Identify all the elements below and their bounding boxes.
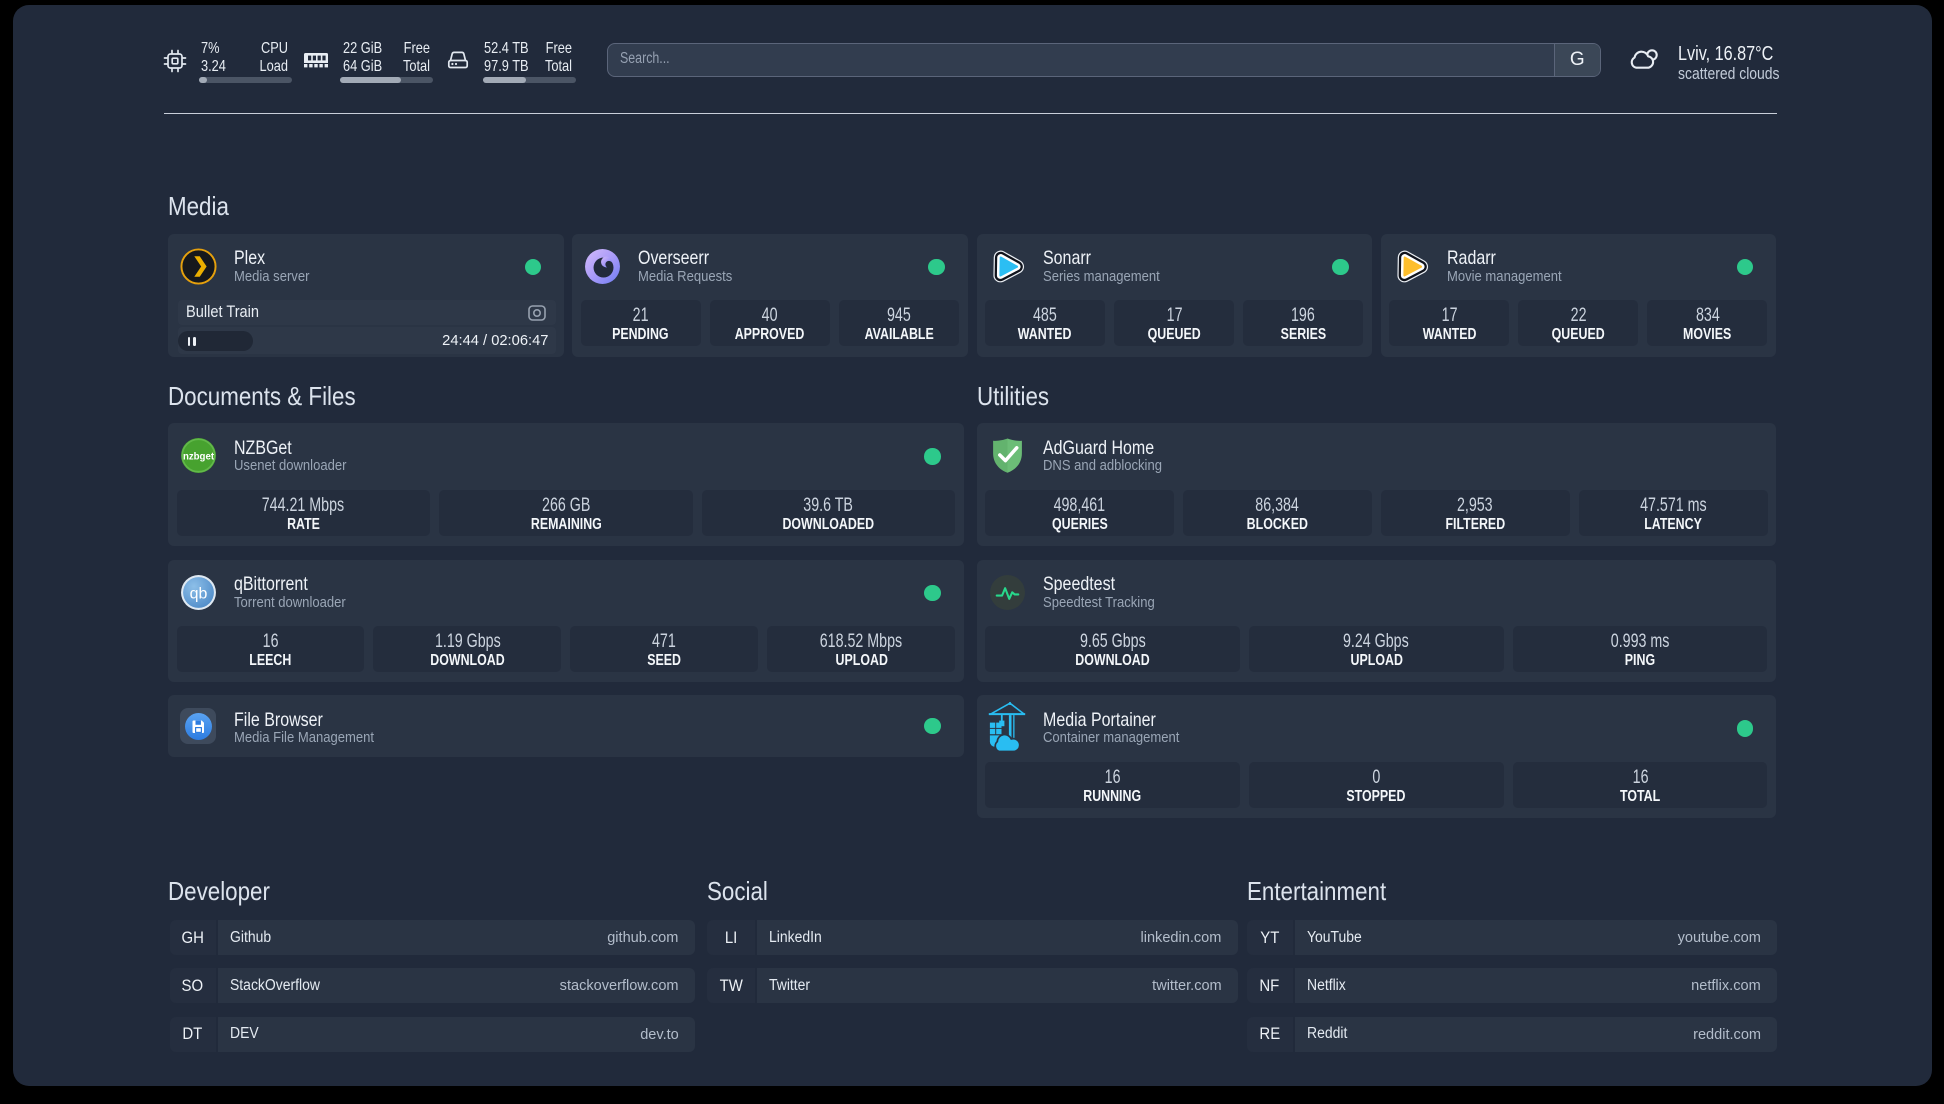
svg-text:qb: qb <box>190 585 208 602</box>
svg-text:nzbget: nzbget <box>183 451 215 462</box>
